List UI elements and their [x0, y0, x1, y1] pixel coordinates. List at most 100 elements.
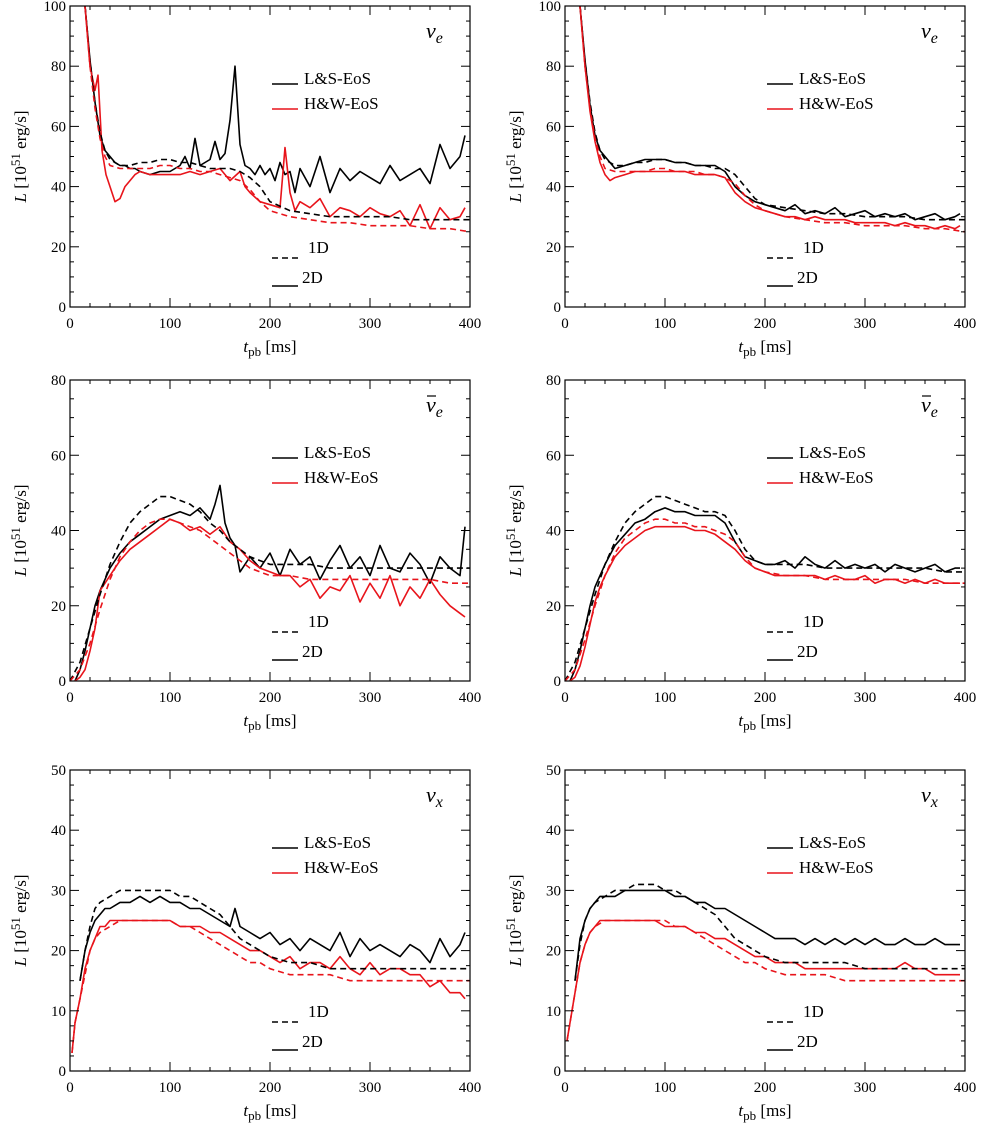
species-label: νx: [921, 782, 938, 811]
x-tick-label: 100: [159, 690, 182, 706]
plot-frame: [69, 379, 471, 682]
x-tick-label: 300: [854, 690, 877, 706]
y-axis-label: L [1051 erg/s]: [503, 484, 525, 577]
legend-label-ls: L&S-EoS: [799, 833, 866, 852]
y-tick-label: 60: [546, 119, 561, 135]
series-line-LS-2D: [574, 889, 960, 981]
legend-label-hw: H&W-EoS: [799, 94, 874, 113]
y-tick-label: 40: [51, 180, 66, 196]
x-label-unit: [ms]: [261, 711, 296, 730]
series-line-HW-2D: [579, 6, 961, 230]
y-label-symbol: L: [11, 567, 30, 577]
species-subscript: e: [931, 404, 938, 421]
x-tick-label: 0: [66, 316, 74, 332]
y-tick-label: 80: [546, 59, 561, 75]
y-tick-label: 40: [546, 180, 561, 196]
x-tick-label: 200: [259, 690, 282, 706]
series-line-HW-1D: [71, 919, 470, 1053]
y-tick-label: 0: [59, 300, 67, 316]
series-line-LS-2D: [79, 895, 466, 981]
y-tick-label: 60: [546, 448, 561, 464]
series-group: [84, 6, 470, 233]
x-tick-label: 300: [359, 1080, 382, 1096]
species-symbol: ν: [426, 18, 436, 43]
y-tick-label: 20: [546, 240, 561, 256]
legend-label-hw: H&W-EoS: [304, 858, 379, 877]
legend-label-1d: 1D: [803, 612, 824, 631]
legend-label-2d: 2D: [797, 1032, 818, 1051]
y-axis-label: L [1051 erg/s]: [8, 484, 30, 577]
legend-label-2d: 2D: [302, 642, 323, 661]
y-tick-label: 0: [554, 300, 562, 316]
series-group: [70, 484, 470, 681]
legend-label-2d: 2D: [797, 642, 818, 661]
y-axis-label: L [1051 erg/s]: [8, 874, 30, 967]
species-label: νx: [426, 782, 443, 811]
series-line-HW-1D: [579, 6, 965, 233]
y-tick-label: 20: [546, 944, 561, 960]
y-label-exponent: 51: [8, 527, 23, 540]
legend-label-1d: 1D: [803, 238, 824, 257]
species-symbol: ν: [921, 392, 931, 417]
y-axis-label: L [1051 erg/s]: [503, 874, 525, 967]
y-tick-label: 50: [546, 763, 561, 779]
y-label-unit: erg/s]: [506, 484, 525, 527]
y-tick-label: 0: [554, 1064, 562, 1080]
x-tick-label: 300: [359, 690, 382, 706]
x-label-symbol: t: [243, 337, 249, 356]
y-label-symbol: L: [11, 957, 30, 967]
x-label-unit: [ms]: [261, 1101, 296, 1120]
panel-top-left: 0 100 200 300 400 0 20 40 60 80 100 tpb [ms] L [1051…: [8, 0, 481, 359]
x-label-symbol: t: [738, 711, 744, 730]
x-tick-label: 100: [159, 1080, 182, 1096]
legend-label-ls: L&S-EoS: [799, 443, 866, 462]
species-symbol: ν: [426, 392, 436, 417]
series-line-HW-2D: [84, 6, 466, 230]
legend-label-ls: L&S-EoS: [304, 69, 371, 88]
legend-label-2d: 2D: [302, 268, 323, 287]
x-tick-label: 300: [854, 1080, 877, 1096]
x-tick-label: 0: [561, 316, 569, 332]
legend-label-hw: H&W-EoS: [799, 468, 874, 487]
y-label-exponent: 51: [503, 527, 518, 540]
series-line-LS-1D: [574, 883, 965, 981]
x-tick-label: 0: [561, 1080, 569, 1096]
x-tick-label: 0: [561, 690, 569, 706]
x-tick-label: 400: [954, 316, 977, 332]
panel-middle-left: 0 100 200 300 400 0 20 40 60 80 tpb [ms] L [1051 er…: [8, 373, 481, 733]
y-label-symbol: L: [506, 567, 525, 577]
species-subscript: e: [931, 30, 938, 47]
series-group: [71, 889, 470, 1053]
x-axis-label: tpb [ms]: [243, 711, 296, 733]
y-tick-label: 0: [59, 674, 67, 690]
y-label-bracket: [10: [11, 166, 30, 193]
x-tick-label: 300: [854, 316, 877, 332]
x-label-unit: [ms]: [261, 337, 296, 356]
y-tick-label: 20: [51, 599, 66, 615]
panel-middle-right: 0 100 200 300 400 0 20 40 60 80 tpb [ms] L [1051 er…: [503, 373, 976, 733]
series-line-LS-1D: [565, 495, 965, 681]
y-tick-label: 0: [59, 1064, 67, 1080]
y-label-symbol: L: [506, 957, 525, 967]
legend-label-ls: L&S-EoS: [799, 69, 866, 88]
y-label-bracket: [10: [506, 540, 525, 567]
x-tick-label: 200: [259, 316, 282, 332]
x-tick-label: 200: [754, 1080, 777, 1096]
legend-label-hw: H&W-EoS: [304, 468, 379, 487]
x-label-symbol: t: [738, 1101, 744, 1120]
x-label-unit: [ms]: [756, 711, 791, 730]
x-axis-label: tpb [ms]: [243, 1101, 296, 1123]
y-label-symbol: L: [506, 193, 525, 203]
y-label-exponent: 51: [503, 153, 518, 166]
legend-label-1d: 1D: [308, 1002, 329, 1021]
y-tick-label: 30: [51, 883, 66, 899]
y-tick-label: 80: [546, 373, 561, 389]
x-tick-label: 400: [954, 690, 977, 706]
y-tick-label: 100: [539, 0, 562, 15]
y-label-bracket: [10: [506, 930, 525, 957]
x-tick-label: 200: [754, 316, 777, 332]
x-tick-label: 300: [359, 316, 382, 332]
x-axis-label: tpb [ms]: [738, 337, 791, 359]
y-tick-label: 60: [51, 448, 66, 464]
